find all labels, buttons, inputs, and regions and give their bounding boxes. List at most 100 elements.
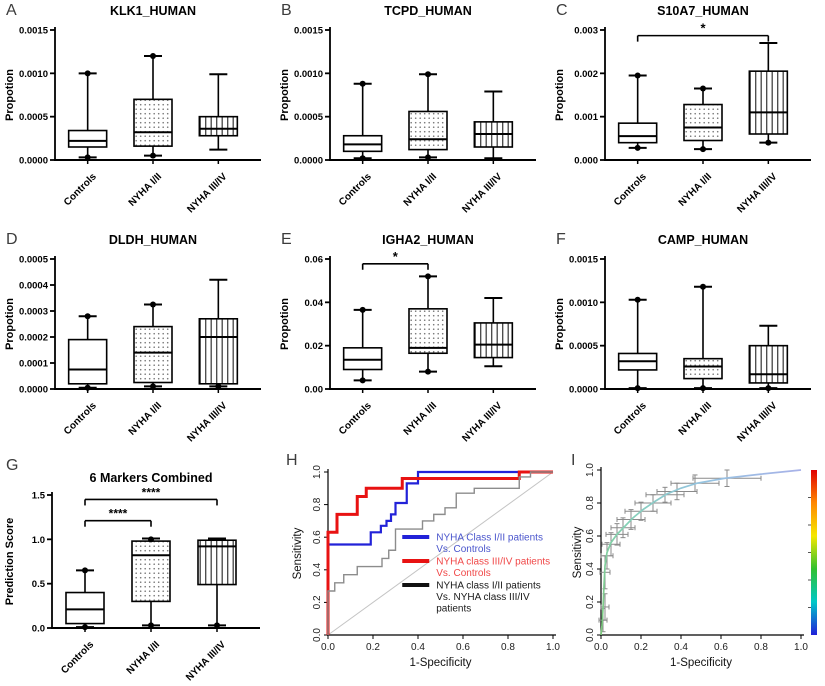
box-rect — [617, 122, 658, 144]
panel-d-letter: D — [6, 231, 19, 248]
significance-bracket: **** — [84, 485, 218, 506]
y-tick-label: 0.2 — [312, 595, 323, 609]
legend-text: Vs. NYHA class III/IV — [436, 592, 530, 603]
y-tick-label: 0.04 — [305, 298, 324, 309]
box-nyha-i-ii — [133, 53, 173, 159]
box-rect — [133, 98, 173, 147]
box-rect — [408, 308, 448, 355]
y-tick-label: 0.0010 — [294, 69, 323, 80]
data-point — [634, 296, 641, 303]
data-point — [359, 377, 366, 384]
panel-f-chart: CAMP_HUMAN Propotion 0.0000 0.0005 0.0010 0.0… — [554, 233, 811, 444]
y-tick-label: 0.4 — [312, 562, 323, 576]
cutoff-colorbar — [811, 470, 817, 635]
data-point — [700, 146, 706, 153]
y-tick-label: 0.0010 — [19, 69, 48, 80]
box-controls — [617, 72, 658, 151]
panel-i-chart: 0.00.0 0.2 0.2 0.4 0.4 0.6 0.6 0.8 0.8 1.0 1.0 1-Sp… — [572, 463, 817, 669]
box-controls — [67, 70, 108, 161]
box-rect — [65, 591, 105, 625]
y-axis-label: Sensitivity — [292, 527, 304, 579]
box-rect — [131, 540, 171, 603]
data-point — [150, 53, 156, 59]
y-tick-label: 0.0005 — [19, 112, 49, 123]
data-point — [359, 306, 366, 313]
y-axis-label: Propotion — [554, 69, 566, 121]
chart-title: DLDH_HUMAN — [109, 233, 197, 247]
panel-i-letter: I — [571, 452, 576, 469]
panel-b-letter: B — [281, 2, 293, 19]
box-nyha-i-ii — [133, 301, 173, 390]
y-tick-label: 0.0000 — [19, 385, 48, 396]
data-point — [634, 144, 641, 151]
panel-e-chart: IGHA2_HUMAN Propotion 0.00 0.02 0.04 0.06 Cont… — [279, 233, 536, 444]
box-controls — [342, 80, 383, 162]
box-rect — [342, 347, 383, 371]
data-point — [634, 72, 641, 79]
box-rect — [748, 70, 789, 135]
x-axis-label: 1-Specificity — [410, 657, 472, 669]
box-rect — [133, 325, 173, 384]
y-tick-label: 0.0000 — [19, 156, 48, 167]
data-point — [150, 383, 156, 390]
data-point — [700, 85, 706, 92]
y-tick-label: 0.0003 — [19, 307, 48, 318]
y-tick-label: 0.001 — [574, 112, 598, 123]
y-tick-label: 0.0002 — [19, 333, 48, 344]
y-tick-label: 0.0010 — [569, 298, 598, 309]
data-point — [359, 80, 366, 87]
box-rect — [67, 129, 108, 148]
roc-curve-gradient — [600, 469, 802, 636]
box-nyha-iii-iv — [473, 90, 514, 160]
y-tick-label: 0.0015 — [19, 26, 49, 37]
y-tick-label: 0.0004 — [19, 281, 49, 292]
data-point — [150, 301, 156, 308]
panel-b: B TCPD_HUMAN Propotion 0.0000 0.0005 0.0010 0… — [275, 0, 550, 229]
y-tick-label: 0.0000 — [569, 385, 598, 396]
y-tick-label: 0.00 — [305, 385, 324, 396]
panel-h-letter: H — [286, 452, 299, 469]
x-category-label: NYHA I/II — [677, 400, 715, 438]
panel-g-letter: G — [6, 457, 19, 474]
x-tick-label: 0.0 — [321, 642, 335, 653]
x-category-label: Controls — [59, 639, 96, 676]
chart-title: 6 Markers Combined — [90, 471, 213, 485]
box-nyha-i-ii — [683, 85, 723, 153]
y-tick-label: 0.8 — [585, 496, 596, 510]
legend-text: NYHA Class I/II patients — [436, 532, 543, 543]
data-point — [148, 536, 154, 543]
x-axis-label: 1-Specificity — [670, 657, 732, 669]
panel-c: C S10A7_HUMAN Propotion 0.000 0.001 0.002 0.0… — [550, 0, 825, 229]
diagonal-reference-line — [327, 471, 554, 636]
x-category-label: NYHA I/II — [402, 400, 440, 438]
x-category-label: NYHA III/IV — [735, 171, 779, 215]
panel-f: F CAMP_HUMAN Propotion 0.0000 0.0005 0.0010 0… — [550, 229, 825, 458]
panel-a: A KLK1_HUMAN Propotion 0.0000 0.0005 0.0010 0… — [0, 0, 275, 229]
data-point — [84, 313, 91, 320]
box-rect — [683, 103, 723, 142]
box-controls — [67, 313, 108, 391]
y-tick-label: 1.5 — [32, 491, 46, 502]
y-tick-label: 1.0 — [312, 465, 323, 479]
y-tick-label: 0.0 — [312, 628, 323, 642]
roc-curve — [327, 471, 553, 635]
box-controls — [342, 306, 383, 384]
box-rect — [198, 115, 239, 137]
chart-title: IGHA2_HUMAN — [382, 233, 474, 247]
data-point — [634, 385, 641, 392]
box-nyha-iii-iv — [473, 297, 514, 368]
data-point — [765, 385, 772, 392]
x-tick-label: 0.0 — [594, 642, 608, 653]
y-tick-label: 0.06 — [305, 255, 324, 266]
y-tick-label: 0.003 — [574, 26, 598, 37]
panel-h: H 0.0 0.0 0.2 0.2 0.4 0.4 0.6 0.6 0.8 0.8 1.0 1.0 1-… — [280, 450, 570, 686]
y-tick-label: 0.0001 — [19, 359, 49, 370]
x-category-label: NYHA I/II — [125, 639, 163, 677]
data-point — [425, 154, 431, 161]
significance-label: **** — [109, 507, 128, 521]
y-axis-label: Propotion — [554, 298, 566, 350]
panel-c-letter: C — [556, 2, 569, 19]
box-nyha-i-ii — [408, 273, 448, 375]
